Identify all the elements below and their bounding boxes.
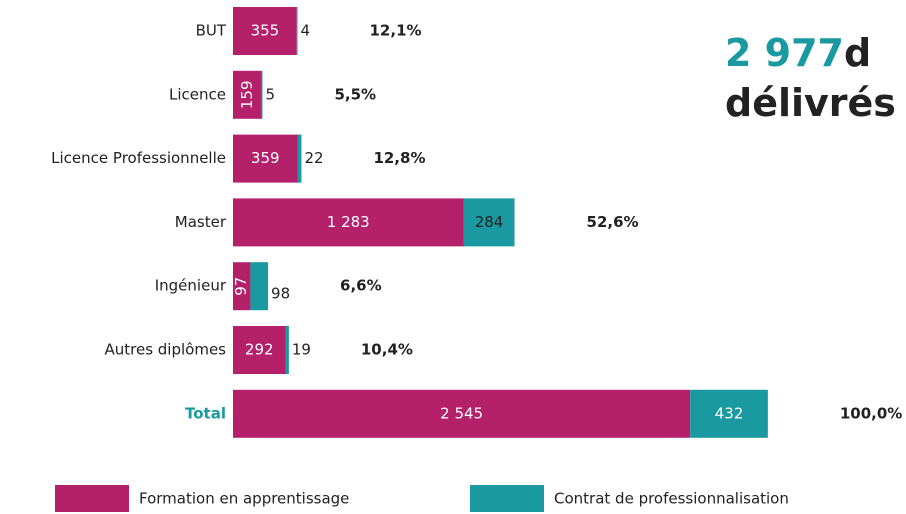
bar-segment [463,198,515,247]
chart-title-line2: délivrés [725,81,896,125]
share-label: 12,8% [373,149,425,167]
value-label: 1 283 [327,213,370,231]
value-label: 19 [292,341,311,359]
bar-segment [233,198,464,247]
value-label: 98 [271,285,290,303]
value-label: 4 [301,22,311,40]
bar-segment [233,70,262,119]
title-number: 2 977 [725,31,844,75]
value-label: 22 [304,149,323,167]
share-label: 12,1% [370,22,422,40]
value-label: 292 [245,341,274,359]
bar-segment [233,326,286,374]
bar-segment [233,262,251,311]
share-label: 52,6% [587,213,639,231]
bar-segment [250,262,269,311]
bar-segment [233,7,297,55]
value-label: 97 [232,277,250,296]
share-label: 5,5% [334,85,376,103]
value-label: 355 [251,22,280,40]
bar-segment [285,326,289,374]
category-label: Licence Professionnelle [51,149,226,167]
category-label: Autres diplômes [104,341,226,359]
share-label: 10,4% [361,341,413,359]
category-label: BUT [196,22,227,40]
value-label: 284 [475,213,504,231]
value-label: 5 [265,85,275,103]
bar-segment [233,134,298,183]
bar-segment [233,389,691,438]
bar-segment [296,7,298,55]
bar-segment [690,389,768,438]
bar-segment [261,70,263,119]
value-label: 359 [251,149,280,167]
legend-label: Contrat de professionnalisation [554,490,789,508]
category-label: Total [185,404,226,422]
chart-title: 2 977d [725,31,871,75]
value-label: 432 [715,404,744,422]
category-label: Ingénieur [155,277,227,295]
category-label: Master [175,213,227,231]
bar-segment [297,134,302,183]
title-text: d [844,31,871,75]
legend-label: Formation en apprentissage [139,490,349,508]
value-label: 159 [238,80,256,109]
share-label: 6,6% [340,277,382,295]
legend-swatch [470,485,544,512]
legend-swatch [55,485,129,512]
value-label: 2 545 [440,404,483,422]
category-label: Licence [169,85,226,103]
share-label: 100,0% [840,404,902,422]
